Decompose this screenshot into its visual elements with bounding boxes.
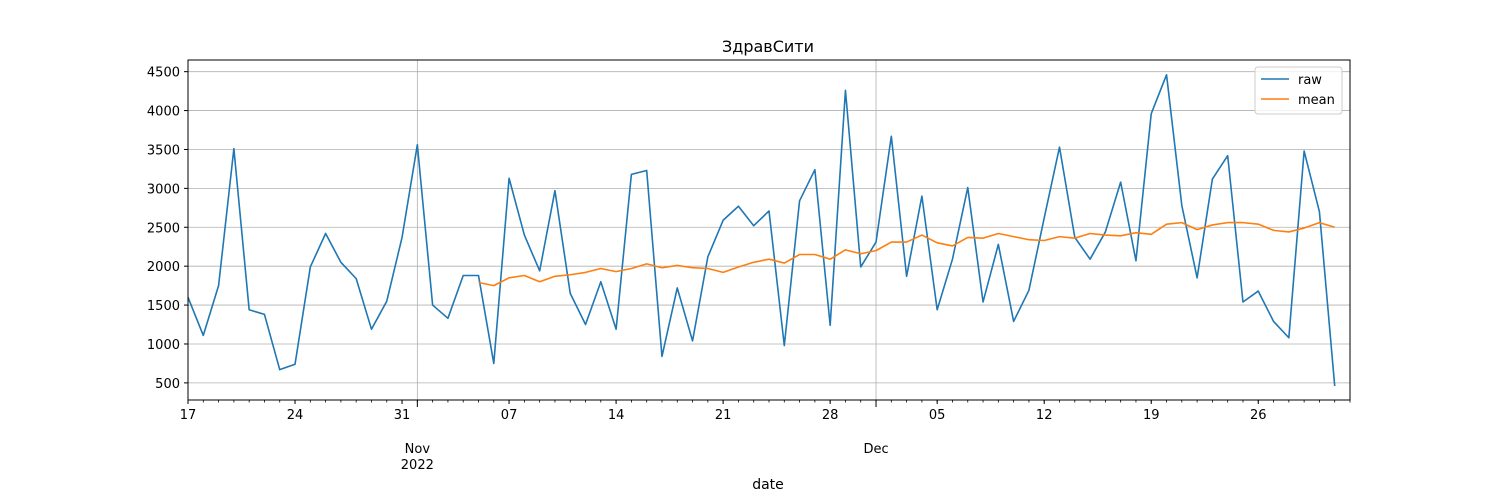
y-tick-label: 4000 bbox=[147, 105, 180, 120]
y-tick-label: 1500 bbox=[147, 299, 180, 314]
y-tick-label: 4500 bbox=[147, 66, 180, 81]
x-tick-label: 12 bbox=[1036, 408, 1053, 423]
y-tick-label: 2500 bbox=[147, 221, 180, 236]
x-month-label: 2022 bbox=[401, 458, 434, 473]
x-month-label: Dec bbox=[863, 442, 888, 457]
legend: raw mean bbox=[1254, 66, 1343, 115]
y-tick-label: 3000 bbox=[147, 182, 180, 197]
x-tick-label: 14 bbox=[608, 408, 625, 423]
x-tick-label: 26 bbox=[1250, 408, 1267, 423]
x-tick-label: 24 bbox=[287, 408, 304, 423]
x-tick-label: 28 bbox=[822, 408, 839, 423]
x-tick-label: 31 bbox=[394, 408, 411, 423]
x-tick-label: 21 bbox=[715, 408, 732, 423]
y-tick-label: 1000 bbox=[147, 338, 180, 353]
x-axis-label: date bbox=[752, 477, 784, 493]
series-layer bbox=[187, 73, 1336, 387]
y-tick-label: 3500 bbox=[147, 143, 180, 158]
series-line-mean bbox=[478, 221, 1335, 287]
x-month-label: Nov bbox=[405, 442, 431, 457]
x-tick-label: 07 bbox=[501, 408, 518, 423]
legend-label-raw: raw bbox=[1298, 73, 1322, 88]
y-axis: 500 1000 1500 2000 2500 3000 3500 4000 4500 bbox=[147, 66, 188, 392]
x-tick-label: 05 bbox=[929, 408, 946, 423]
axes-frame bbox=[187, 59, 1351, 401]
y-tick-label: 2000 bbox=[147, 260, 180, 275]
grid-lines bbox=[188, 60, 1350, 400]
chart-title: ЗдравСити bbox=[722, 37, 814, 56]
y-tick-label: 500 bbox=[155, 377, 180, 392]
series-line-raw bbox=[187, 73, 1336, 387]
x-tick-label: 17 bbox=[180, 408, 197, 423]
x-tick-label: 19 bbox=[1143, 408, 1160, 423]
legend-label-mean: mean bbox=[1298, 93, 1335, 108]
